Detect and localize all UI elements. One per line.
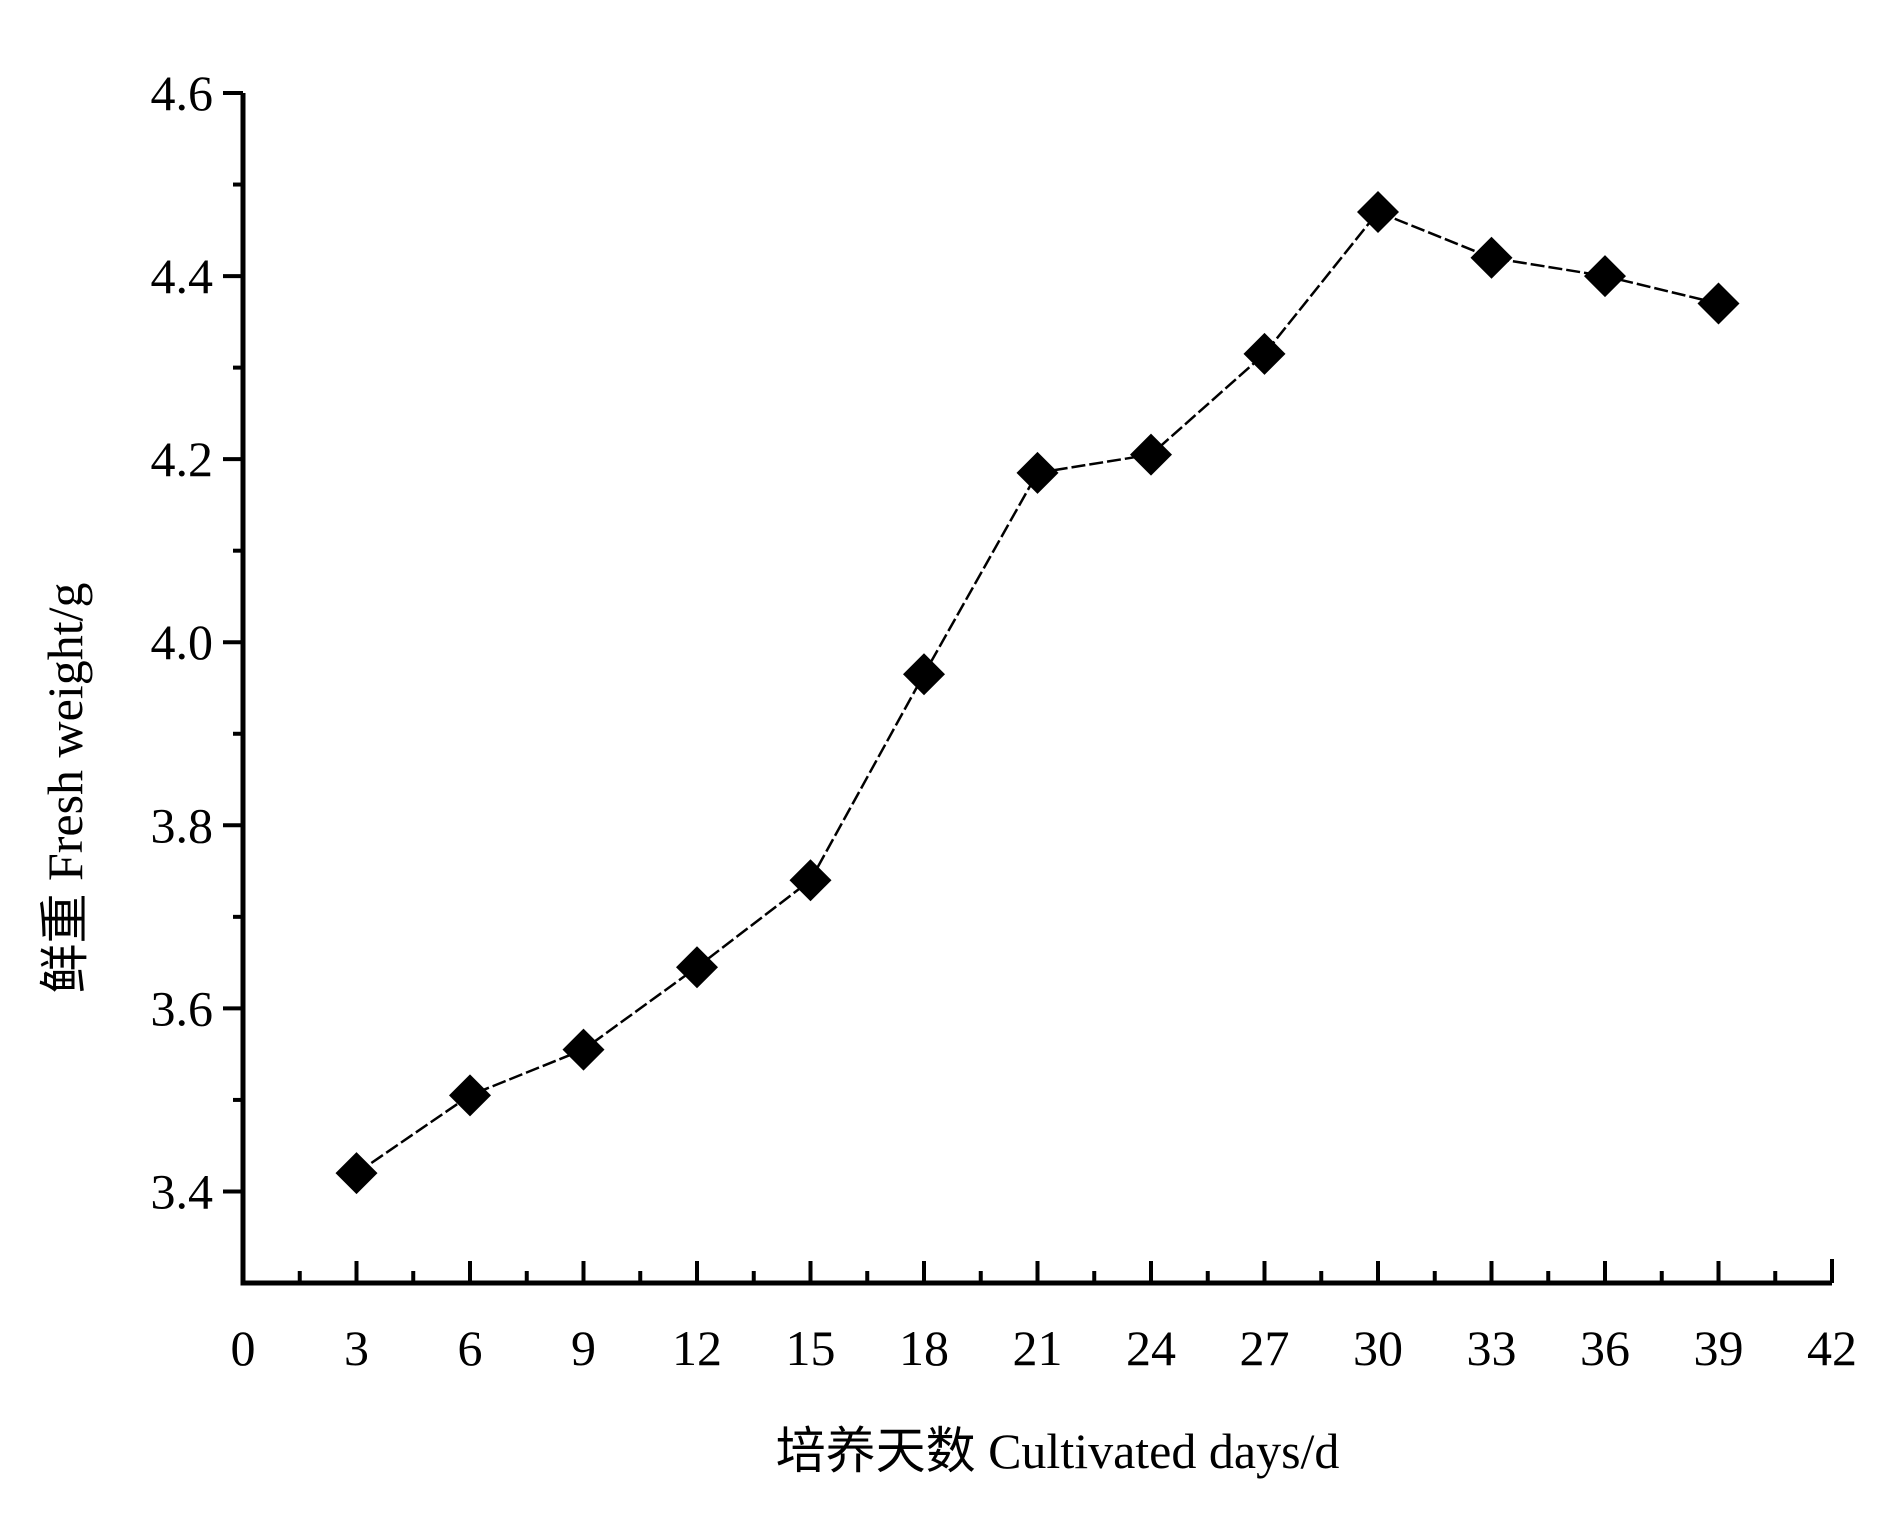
axis-frame [240,93,1832,1286]
x-tick-label: 12 [672,1320,722,1376]
x-tick-label: 21 [1013,1320,1063,1376]
data-point-marker [1357,191,1399,233]
x-tick-label: 3 [344,1320,369,1376]
x-tick-label: 39 [1694,1320,1744,1376]
data-point-marker [789,859,832,902]
data-point-marker [562,1028,605,1071]
y-tick-label: 4.4 [151,248,214,304]
data-point-marker [1243,332,1286,375]
axes [240,93,1834,1286]
x-tick-label: 15 [786,1320,836,1376]
y-tick-label: 4.6 [151,65,214,121]
x-tick-label: 30 [1353,1320,1403,1376]
series-line [355,210,1719,1175]
series-group [335,191,1740,1195]
x-tick-label: 0 [231,1320,256,1376]
data-point-marker [1584,255,1626,298]
x-tick-label: 27 [1240,1320,1290,1376]
y-tick-label: 4.2 [151,431,214,487]
y-tick-label: 3.8 [151,797,214,853]
data-point-marker [903,653,945,696]
data-point-marker [1016,451,1059,494]
y-axis-title: 鲜重 Fresh weight/g [37,582,93,993]
y-tick-label: 3.4 [151,1163,214,1219]
data-point-marker [1130,433,1172,476]
x-tick-label: 42 [1807,1320,1857,1376]
y-axis-ticks: 3.4 3.6 3.8 4.0 4.2 4.4 4.6 [151,65,243,1219]
y-tick-label: 3.6 [151,980,214,1036]
data-point-marker [449,1074,491,1117]
x-tick-label: 24 [1126,1320,1176,1376]
x-tick-label: 18 [899,1320,949,1376]
data-point-marker [1470,236,1513,279]
data-point-marker [676,946,718,989]
x-tick-label: 36 [1580,1320,1630,1376]
x-tick-label: 9 [571,1320,596,1376]
data-point-marker [335,1152,378,1195]
x-axis-ticks: 0 3 6 9 12 15 18 21 24 27 30 33 36 39 42 [231,1261,1857,1376]
y-tick-label: 4.0 [151,614,214,670]
x-axis-title: 培养天数 Cultivated days/d [776,1423,1340,1479]
x-tick-label: 33 [1467,1320,1517,1376]
data-point-marker [1697,282,1740,325]
x-tick-label: 6 [458,1320,483,1376]
